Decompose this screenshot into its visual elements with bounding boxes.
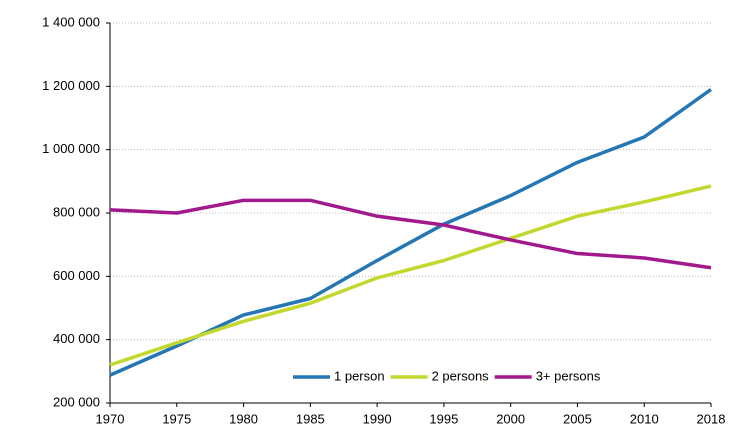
series-line <box>109 88 713 377</box>
x-tick-label: 1985 <box>296 411 325 426</box>
x-tick-label: 2005 <box>563 411 592 426</box>
x-tick-label: 1990 <box>363 411 392 426</box>
y-tick-label: 1 000 000 <box>42 141 100 156</box>
x-tick-label: 2018 <box>697 411 726 426</box>
y-tick-label: 800 000 <box>53 204 100 219</box>
series-line <box>109 198 712 270</box>
y-tick-label: 1 400 000 <box>42 14 100 29</box>
x-tick-label: 1970 <box>96 411 125 426</box>
x-tick-label: 2000 <box>496 411 525 426</box>
legend-label: 3+ persons <box>536 368 601 383</box>
legend-label: 2 persons <box>432 368 490 383</box>
x-tick-label: 1995 <box>429 411 458 426</box>
x-tick-label: 2010 <box>630 411 659 426</box>
y-tick-label: 400 000 <box>53 331 100 346</box>
x-tick-label: 1980 <box>229 411 258 426</box>
y-tick-label: 1 200 000 <box>42 78 100 93</box>
y-tick-label: 600 000 <box>53 268 100 283</box>
series-line <box>109 184 712 367</box>
legend-label: 1 person <box>334 368 385 383</box>
y-tick-label: 200 000 <box>53 394 100 409</box>
x-tick-label: 1975 <box>162 411 191 426</box>
